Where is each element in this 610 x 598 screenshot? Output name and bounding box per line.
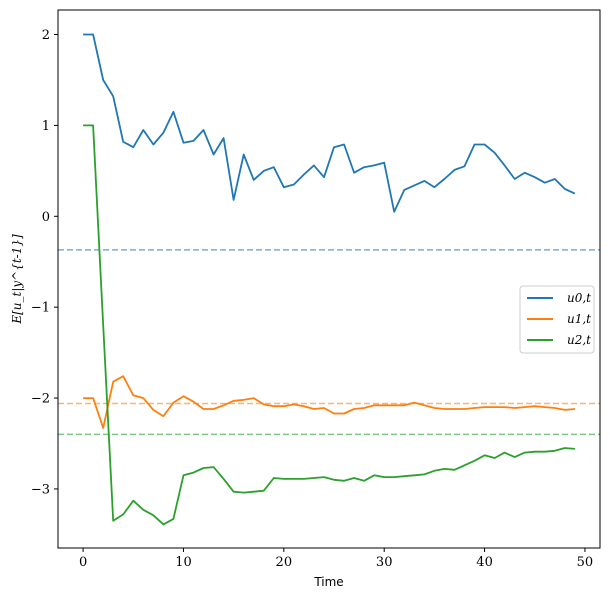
legend-label-1: u1,t xyxy=(567,312,591,326)
x-tick-label: 20 xyxy=(276,555,293,570)
y-tick-label: 2 xyxy=(42,28,50,43)
plot-frame xyxy=(57,9,601,549)
y-tick-label: −2 xyxy=(31,392,50,407)
series-line-2 xyxy=(83,124,575,526)
x-axis-label: Time xyxy=(313,575,343,589)
y-axis: −3 −2 −1 0 1 2 xyxy=(31,28,58,497)
legend-label-2: u2,t xyxy=(567,333,591,347)
legend: u0,t u1,t u2,t xyxy=(519,285,595,354)
legend-label-0: u0,t xyxy=(567,291,591,305)
x-tick-label: 50 xyxy=(577,555,594,570)
reference-lines xyxy=(58,249,600,436)
x-tick-label: 0 xyxy=(79,555,87,570)
y-tick-label: −3 xyxy=(31,482,50,497)
x-tick-label: 10 xyxy=(175,555,192,570)
x-axis: 0 10 20 30 40 50 xyxy=(79,548,593,570)
series-line-1 xyxy=(83,375,575,429)
y-tick-label: 0 xyxy=(42,210,50,225)
y-axis-label: E[u_t|y^{t-1}] xyxy=(10,234,24,325)
x-tick-label: 40 xyxy=(476,555,493,570)
series-line-0 xyxy=(83,33,576,213)
y-tick-label: −1 xyxy=(31,301,50,316)
x-tick-label: 30 xyxy=(376,555,393,570)
legend-box xyxy=(519,285,595,354)
series-lines xyxy=(83,33,576,526)
y-tick-label: 1 xyxy=(42,119,50,134)
